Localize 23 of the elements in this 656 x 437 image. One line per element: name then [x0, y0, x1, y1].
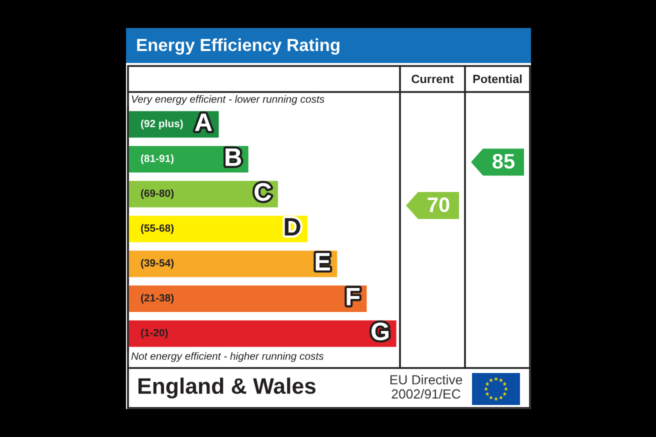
text: 85 — [492, 154, 515, 169]
annotation: D — [284, 218, 300, 236]
annotation: C — [254, 183, 272, 201]
annotation: E — [316, 253, 330, 270]
y-tick-label: (1-20) — [141, 328, 168, 338]
y-tick-label: (92 plus) — [141, 120, 183, 130]
annotation: A — [195, 114, 212, 131]
chart-title: Energy Efficiency Rating — [137, 38, 340, 55]
y-tick-label: (21-38) — [141, 294, 174, 304]
y-tick-label: (55-68) — [141, 224, 174, 234]
text: Current — [412, 74, 454, 84]
text: Very energy efficient - lower running costs — [132, 95, 324, 105]
annotation: G — [372, 322, 389, 340]
y-tick-label: (69-80) — [141, 189, 174, 199]
text: EU Directive 2002/91/EC — [390, 374, 462, 399]
annotation: F — [346, 288, 360, 306]
text: 70 — [428, 197, 450, 212]
text: Not energy efficient - higher running costs — [131, 352, 324, 362]
annotation: B — [226, 148, 241, 166]
y-tick-label: (39-54) — [141, 259, 174, 269]
y-tick-label: (81-91) — [141, 154, 174, 164]
text: England & Wales — [138, 378, 316, 398]
text: Potential — [473, 74, 522, 84]
